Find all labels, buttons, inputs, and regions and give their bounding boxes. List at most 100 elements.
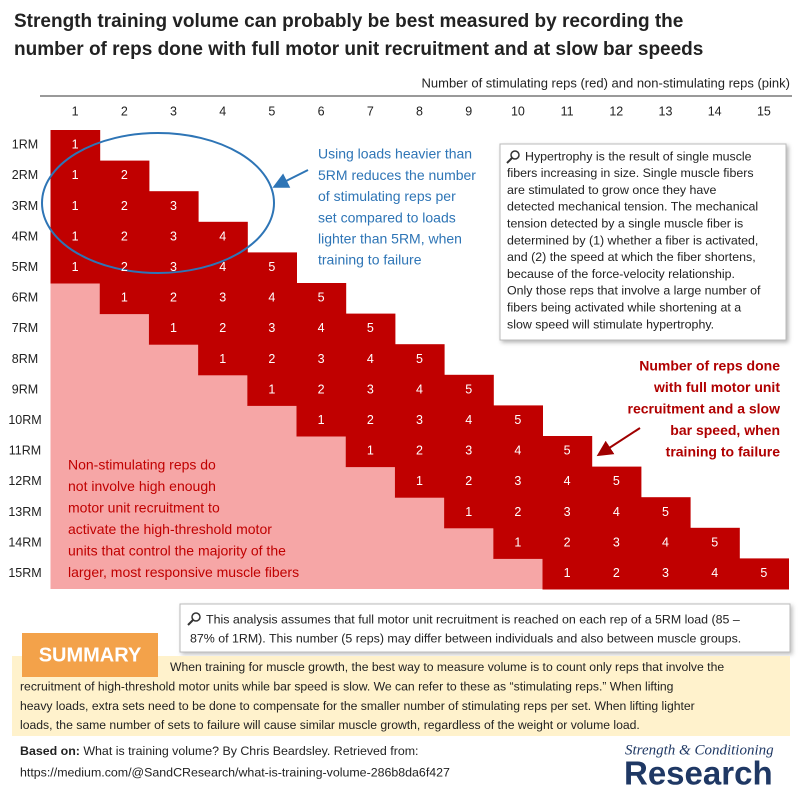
row-label: 4RM: [12, 229, 38, 243]
stimulating-cell: [50, 191, 101, 223]
column-header: 6: [318, 104, 325, 118]
pink-note: larger, most responsive muscle fibers: [68, 564, 299, 580]
cell-value: 5: [613, 474, 620, 488]
stimulating-cell: [50, 221, 101, 253]
stimulating-cell: [345, 344, 396, 376]
magnifier-icon: [506, 150, 520, 164]
cell-value: 4: [711, 566, 718, 580]
cell-value: 5: [318, 291, 325, 305]
cell-value: 3: [465, 444, 472, 458]
stimulating-cell: [247, 374, 297, 406]
stimulating-cell: [198, 221, 248, 253]
stimulating-cell: [444, 497, 494, 529]
arrow: [596, 427, 641, 457]
rep-grid: [50, 130, 789, 590]
cell-value: 2: [219, 321, 226, 335]
hypertrophy-note: and (2) the speed at which the fiber sho…: [507, 250, 756, 264]
column-header: 8: [416, 104, 423, 118]
cell-value: 4: [367, 352, 374, 366]
stimulating-cell: [493, 527, 543, 559]
stimulating-cell: [444, 436, 494, 468]
cell-value: 1: [416, 474, 423, 488]
cell-value: 2: [416, 444, 423, 458]
arrow: [272, 169, 309, 188]
column-header: 15: [757, 104, 771, 118]
cell-value: 1: [72, 168, 79, 182]
cell-value: 5: [711, 535, 718, 549]
stimulating-cell: [542, 436, 593, 468]
cell-value: 3: [170, 229, 177, 243]
stimulating-cell: [148, 283, 199, 315]
stimulating-cell: [591, 558, 642, 590]
stimulating-cell: [640, 497, 691, 529]
summary-label: SUMMARY: [39, 644, 142, 666]
reps-note: bar speed, when: [670, 422, 780, 438]
stimulating-cell: [493, 497, 543, 529]
cell-value: 1: [72, 138, 79, 152]
column-header: 10: [511, 104, 525, 118]
title: number of reps done with full motor unit…: [14, 39, 703, 60]
row-label: 12RM: [8, 474, 41, 488]
row-label: 13RM: [8, 505, 41, 519]
cell-value: 1: [367, 444, 374, 458]
pink-note: Non-stimulating reps do: [68, 457, 216, 473]
stimulating-cell: [99, 283, 150, 315]
reps-note: Number of reps done: [639, 358, 780, 374]
cell-value: 4: [564, 474, 571, 488]
column-header: 13: [659, 104, 673, 118]
column-header: 11: [561, 104, 574, 118]
reps-note: training to failure: [666, 444, 781, 460]
summary-text: heavy loads, extra sets need to be done …: [20, 699, 695, 713]
stimulating-cell: [591, 497, 642, 529]
stimulating-cell: [296, 405, 347, 437]
cell-value: 2: [613, 566, 620, 580]
cell-value: 3: [613, 535, 620, 549]
source: Based on: What is training volume? By Ch…: [20, 744, 418, 758]
cell-value: 3: [514, 474, 521, 488]
column-header: 12: [609, 104, 623, 118]
cell-value: 2: [121, 168, 128, 182]
reps-note: with full motor unit: [653, 379, 780, 395]
cell-value: 3: [564, 505, 571, 519]
source-url: https://medium.com/@SandCResearch/what-i…: [20, 765, 450, 779]
cell-value: 4: [318, 321, 325, 335]
cell-value: 4: [219, 229, 226, 243]
summary-label-box: [22, 633, 158, 677]
cell-value: 3: [268, 321, 275, 335]
cell-value: 5: [514, 413, 521, 427]
pink-note: units that control the majority of the: [68, 543, 286, 559]
stimulating-cell: [99, 252, 150, 284]
cell-value: 1: [72, 260, 79, 274]
stimulating-cell: [444, 405, 494, 437]
pink-note: motor unit recruitment to: [68, 500, 220, 516]
highlight-ellipse: [41, 132, 275, 274]
cell-value: 4: [662, 535, 669, 549]
hypertrophy-note: slow speed will stimulate hypertrophy.: [507, 317, 714, 331]
stimulating-cell: [444, 374, 494, 406]
column-header: 5: [268, 104, 275, 118]
cell-value: 2: [367, 413, 374, 427]
hypertrophy-note: fibers being activated while shortening …: [507, 300, 741, 314]
cell-value: 3: [170, 260, 177, 274]
cell-value: 3: [219, 291, 226, 305]
hypertrophy-note: Hypertrophy is the result of single musc…: [525, 149, 752, 163]
cell-value: 2: [121, 199, 128, 213]
ellipse-note: of stimulating reps per: [318, 188, 456, 204]
cell-value: 2: [170, 291, 177, 305]
stimulating-cell: [444, 466, 494, 498]
ellipse-note: set compared to loads: [318, 209, 456, 225]
stimulating-cell: [690, 527, 740, 559]
row-label: 10RM: [8, 413, 41, 427]
stimulating-cell: [296, 374, 347, 406]
hypertrophy-box: [499, 143, 787, 341]
row-label: 6RM: [12, 291, 38, 305]
cell-value: 4: [268, 291, 275, 305]
stimulating-cell: [591, 466, 642, 498]
cell-value: 5: [662, 505, 669, 519]
stimulating-cell: [296, 313, 347, 345]
cell-value: 2: [121, 260, 128, 274]
row-label: 7RM: [12, 321, 38, 335]
stimulating-cell: [99, 191, 150, 223]
stimulating-cell: [493, 466, 543, 498]
column-header: 4: [219, 104, 226, 118]
